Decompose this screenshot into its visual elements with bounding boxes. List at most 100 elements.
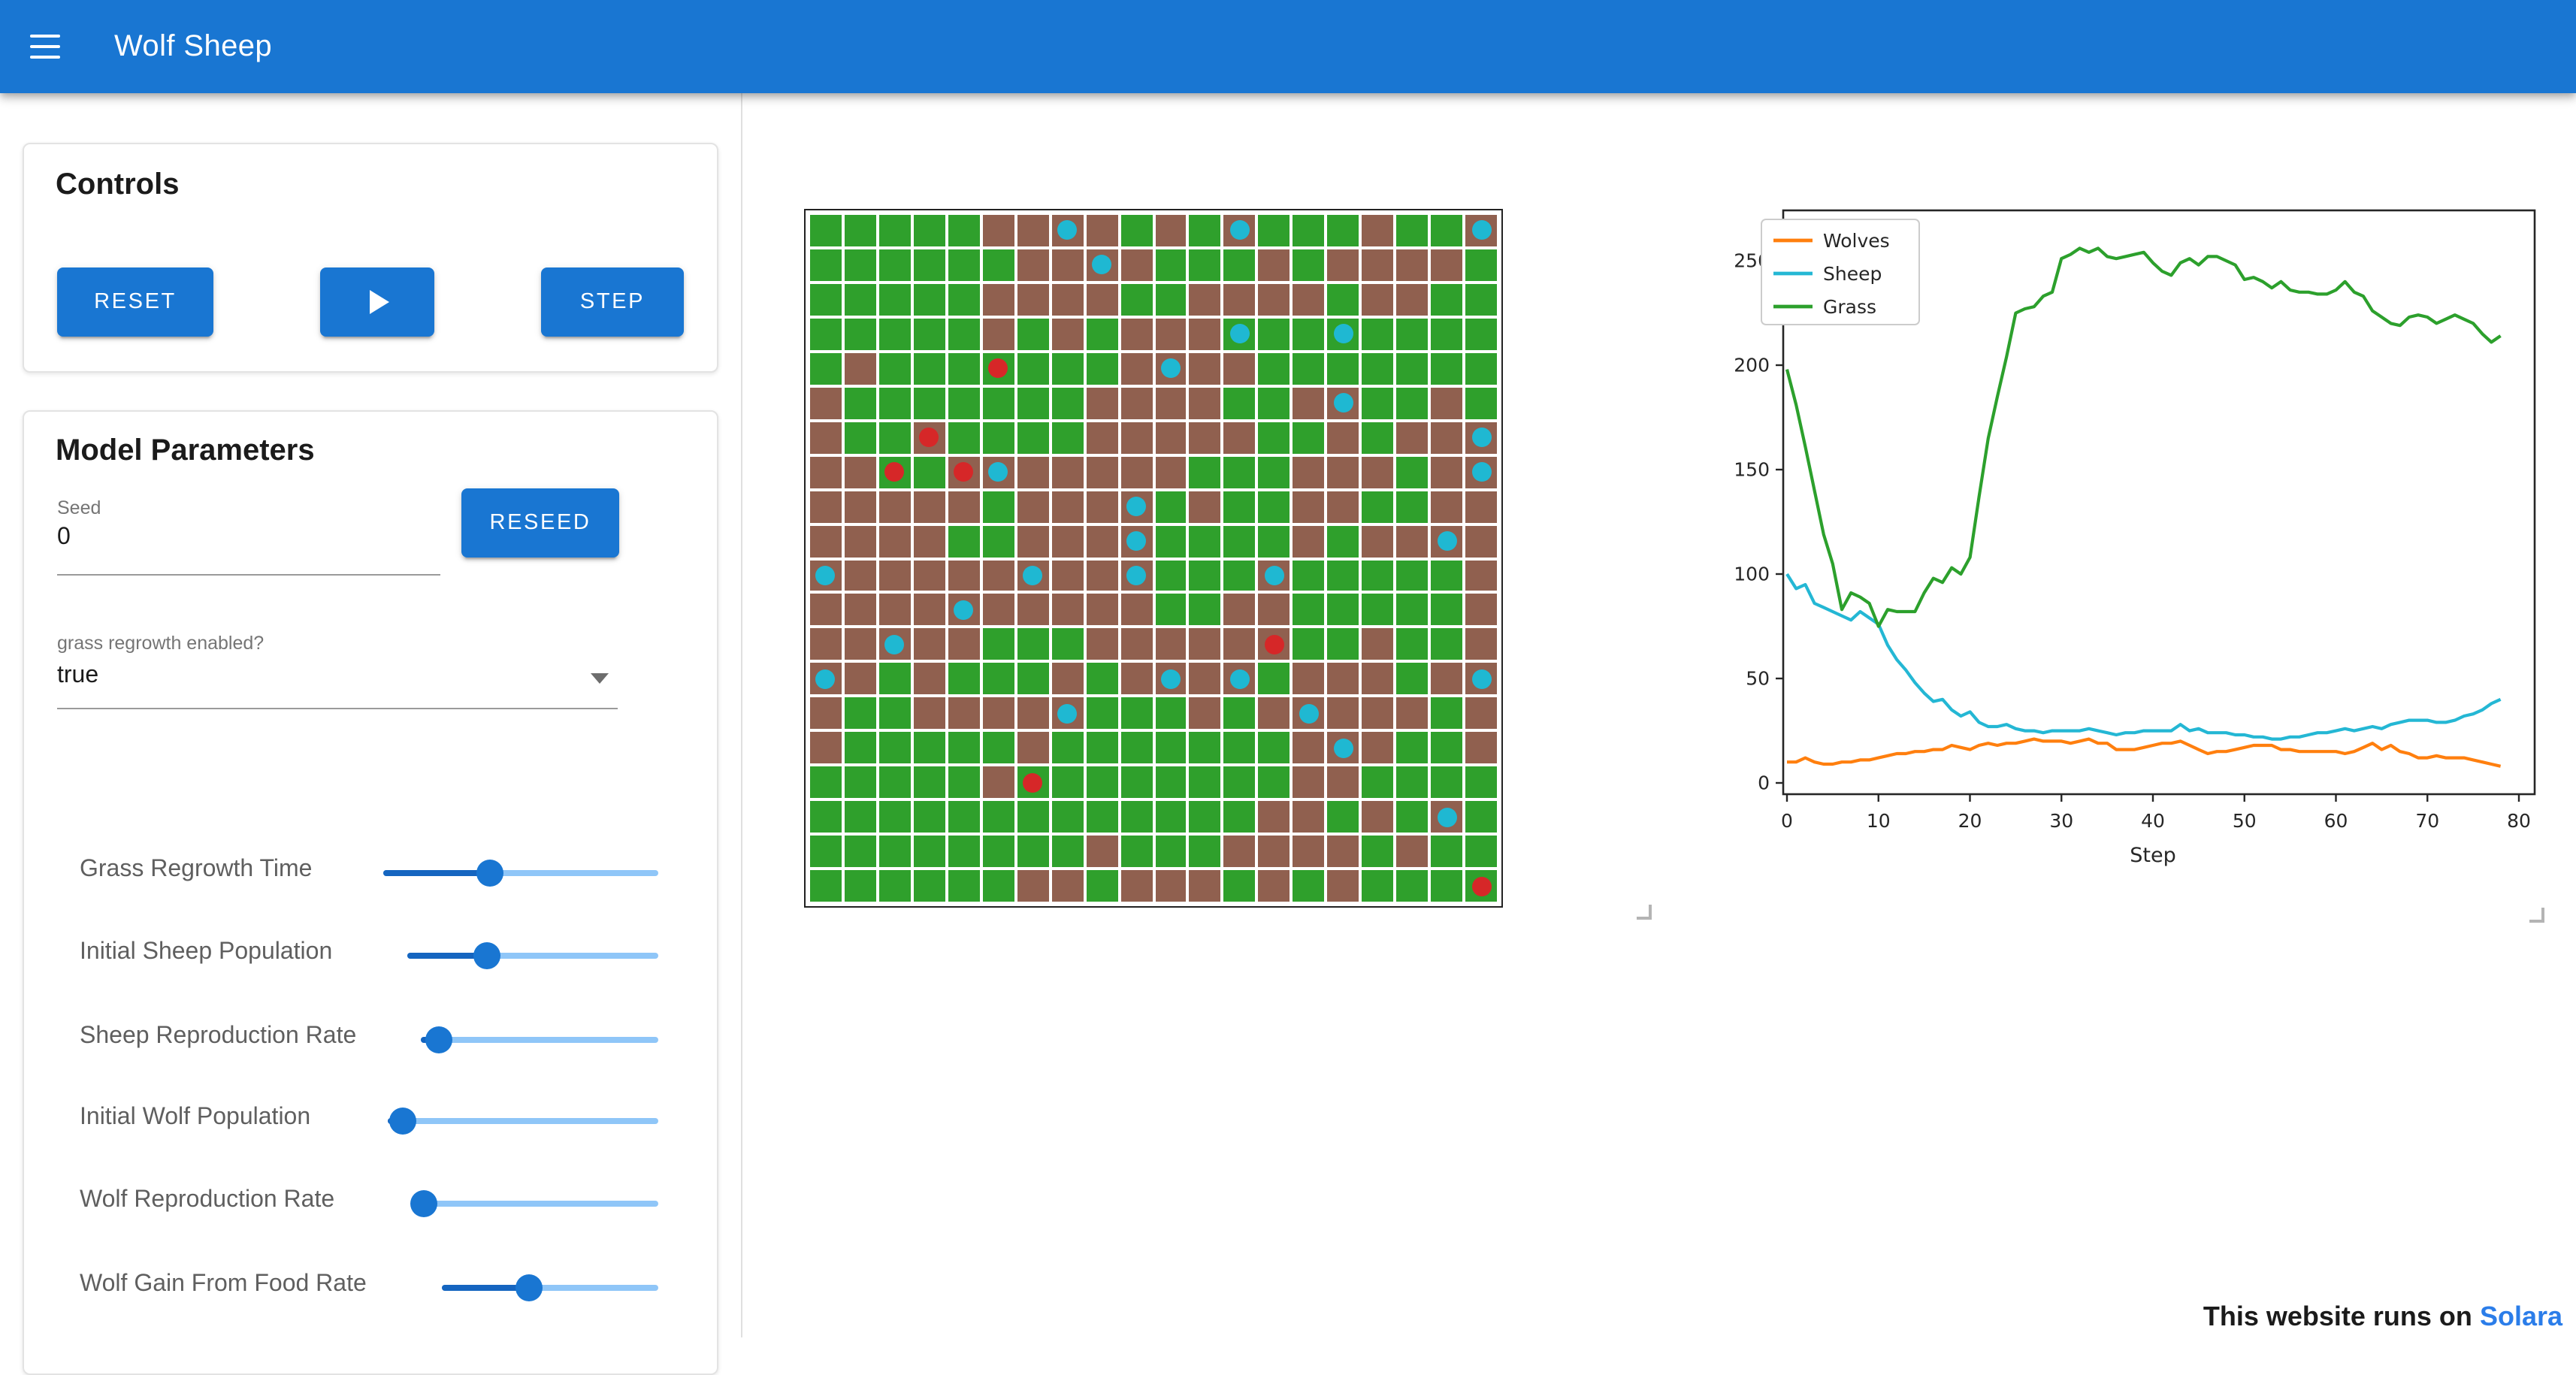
grid-cell [1258,560,1290,591]
grid-cell [844,491,876,523]
grid-cell [844,249,876,281]
grid-cell [1362,318,1394,350]
wolf-agent-dot [884,462,905,482]
play-button[interactable] [320,267,434,337]
sheep-agent-dot [1333,324,1353,344]
grid-cell [1120,560,1152,591]
menu-icon[interactable] [9,11,81,83]
grid-cell [878,215,911,246]
grass-regrowth-enabled-select[interactable]: true [57,663,99,688]
x-tick-label: 20 [1958,810,1982,832]
grid-cell [1051,525,1084,557]
grid-cell [1120,628,1152,660]
slider-thumb[interactable] [515,1274,543,1301]
wolf-agent-dot [1264,634,1284,654]
grid-cell [1431,318,1463,350]
grid-cell [1017,318,1049,350]
grid-cell [1086,628,1118,660]
grid-cell [810,663,842,695]
grid-cell [1362,422,1394,454]
grid-cell [810,766,842,799]
grid-cell [982,283,1014,316]
grid-cell [1396,491,1429,523]
slider-thumb[interactable] [476,859,504,886]
grid-cell [1465,836,1497,868]
select-underline [57,708,618,709]
grid-cell [1431,801,1463,833]
grid-cell [982,249,1014,281]
grass-regrowth-enabled-label: grass regrowth enabled? [57,633,265,654]
sheep-agent-dot [1126,531,1147,552]
y-tick-label: 0 [1758,772,1770,794]
grid-cell [878,594,911,626]
grid-cell [810,491,842,523]
grid-cell [1258,352,1290,385]
grid-cell [1155,732,1187,764]
grid-cell [1189,628,1221,660]
grid-cell [1293,836,1325,868]
grid-cell [810,318,842,350]
seed-underline [57,574,440,576]
grid-cell [1293,456,1325,488]
slider-track[interactable] [421,1026,658,1053]
grid-cell [1223,283,1256,316]
sheep-agent-dot [1437,531,1457,552]
reset-button[interactable]: RESET [57,267,213,337]
grid-cell [1362,249,1394,281]
slider-label: Sheep Reproduction Rate [80,1023,357,1049]
grid-cell [1223,870,1256,902]
grid-cell [982,215,1014,246]
slider-thumb[interactable] [389,1107,417,1134]
chevron-down-icon[interactable] [591,673,609,684]
grid-cell [1017,560,1049,591]
grid-cell [1465,801,1497,833]
grid-cell [844,352,876,385]
legend-label: Sheep [1823,263,1882,285]
seed-label: Seed [57,497,101,518]
grid-cell [1396,594,1429,626]
slider-thumb[interactable] [425,1026,452,1053]
slider-thumb[interactable] [410,1189,438,1216]
grid-cell [1086,318,1118,350]
seed-input[interactable] [57,524,403,552]
world-grid-canvas[interactable] [804,209,1503,908]
slider-track[interactable] [388,1107,658,1134]
slider-track[interactable] [407,941,658,969]
grid-cell [1327,283,1359,316]
grid-cell [1293,525,1325,557]
grid-cell [878,491,911,523]
grid-cell [1120,352,1152,385]
slider-thumb[interactable] [473,941,501,969]
grid-cell [1431,836,1463,868]
solara-link[interactable]: Solara [2479,1301,2562,1331]
grid-cell [1155,249,1187,281]
grid-cell [1362,456,1394,488]
model-parameters-title: Model Parameters [56,434,315,467]
grid-cell [844,560,876,591]
grid-cell [1258,663,1290,695]
grid-resize-handle[interactable] [1637,905,1652,920]
grid-cell [1223,456,1256,488]
grid-cell [1362,352,1394,385]
grid-cell [1465,766,1497,799]
grid-cell [1223,628,1256,660]
grid-cell [1120,870,1152,902]
grid-cell [1155,456,1187,488]
grid-cell [1327,456,1359,488]
grid-cell [1223,525,1256,557]
reseed-button[interactable]: RESEED [461,488,619,558]
grid-cell [948,801,980,833]
step-button[interactable]: STEP [541,267,684,337]
grid-cell [1396,836,1429,868]
slider-track[interactable] [410,1189,658,1216]
grid-cell [1086,249,1118,281]
grid-cell [1051,422,1084,454]
chart-resize-handle[interactable] [2529,908,2544,923]
grid-cell [1223,801,1256,833]
legend-box [1761,219,1920,325]
grid-cell [982,870,1014,902]
series-grass [1785,246,2502,628]
slider-track[interactable] [442,1274,658,1301]
slider-track[interactable] [383,859,658,886]
